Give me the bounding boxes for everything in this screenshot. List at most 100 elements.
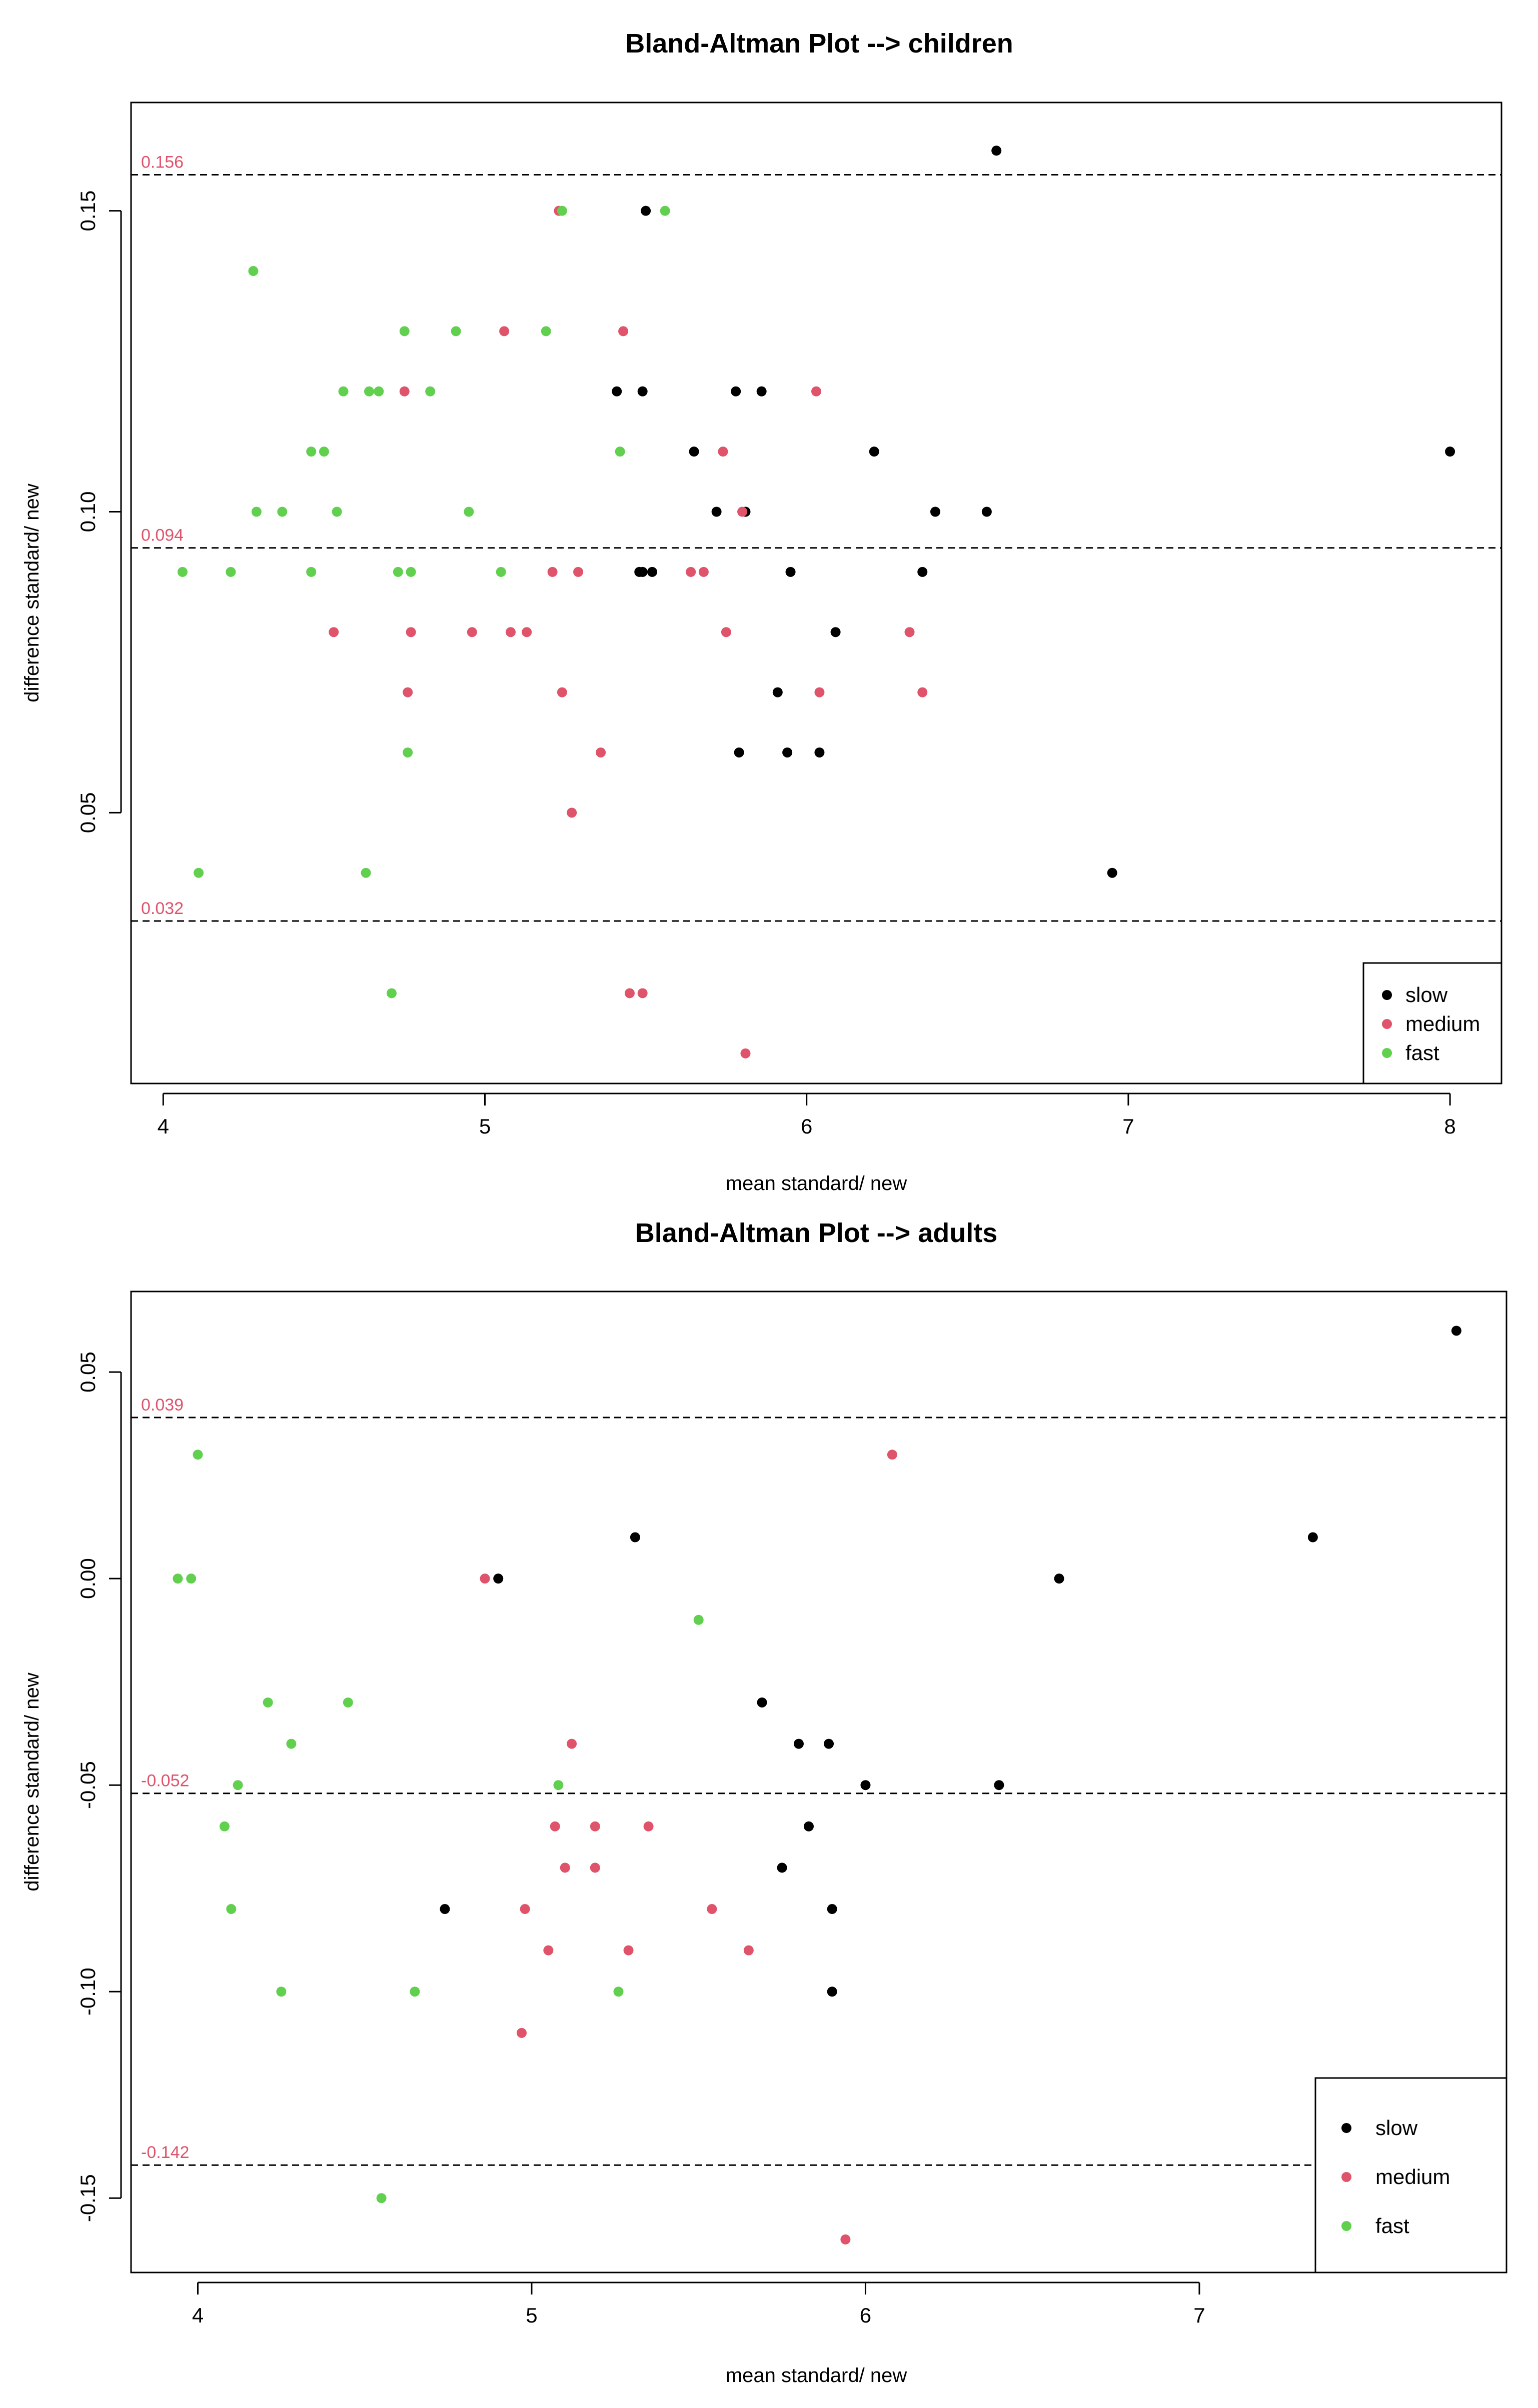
data-point-medium — [543, 1945, 554, 1956]
data-point-medium — [904, 627, 915, 638]
data-point-fast — [277, 506, 288, 517]
data-point-slow — [630, 1532, 640, 1542]
data-point-medium — [737, 506, 748, 517]
data-point-fast — [194, 868, 204, 878]
data-point-medium — [560, 1862, 570, 1873]
data-point-fast — [399, 326, 410, 336]
data-point-slow — [917, 566, 928, 577]
data-point-medium — [718, 446, 728, 457]
data-point-medium — [520, 1904, 530, 1914]
data-point-fast — [410, 1986, 420, 1997]
data-point-medium — [406, 627, 416, 638]
data-points — [173, 1326, 1461, 2244]
data-point-fast — [173, 1574, 183, 1584]
data-point-fast — [251, 506, 262, 517]
legend: slow medium fast — [1314, 2077, 1507, 2274]
data-point-medium — [618, 326, 629, 336]
data-point-slow — [830, 627, 841, 638]
chart-title: Bland-Altman Plot --> adults — [635, 1218, 998, 1248]
data-point-medium — [567, 1738, 577, 1749]
x-tick-label: 4 — [158, 1114, 169, 1138]
x-tick-label: 6 — [801, 1114, 812, 1138]
data-point-fast — [496, 566, 506, 577]
data-point-fast — [219, 1821, 230, 1832]
data-point-fast — [693, 1614, 704, 1625]
x-tick-label: 4 — [192, 2304, 204, 2327]
x-tick-label: 7 — [1193, 2304, 1205, 2327]
data-point-medium — [499, 326, 510, 336]
data-point-slow — [777, 1862, 787, 1873]
legend-label-fast: fast — [1405, 1041, 1439, 1064]
data-point-slow — [731, 386, 741, 396]
data-point-medium — [643, 1821, 654, 1832]
data-point-slow — [785, 566, 796, 577]
plot-frame — [130, 1290, 1507, 2274]
data-point-medium — [887, 1450, 897, 1460]
y-tick-label: 0.10 — [76, 492, 100, 532]
data-point-fast — [451, 326, 461, 336]
data-point-medium — [624, 988, 635, 998]
y-tick-label: 0.05 — [76, 792, 100, 833]
data-point-slow — [757, 1697, 767, 1708]
data-point-medium — [547, 566, 558, 577]
data-point-slow — [1107, 868, 1117, 878]
data-point-medium — [917, 687, 928, 698]
x-tick-label: 6 — [860, 2304, 871, 2327]
data-point-fast — [306, 446, 317, 457]
data-point-slow — [1445, 446, 1455, 457]
reference-line-label: -0.052 — [141, 1772, 189, 1790]
data-point-fast — [403, 747, 413, 758]
reference-line-label: -0.142 — [141, 2143, 189, 2162]
data-point-medium — [403, 687, 413, 698]
data-point-slow — [994, 1780, 1004, 1790]
data-point-fast — [406, 566, 416, 577]
data-point-medium — [467, 627, 477, 638]
data-point-fast — [248, 266, 259, 276]
data-point-slow — [824, 1738, 834, 1749]
data-point-fast — [425, 386, 436, 396]
x-axis: 4 5 6 7 — [192, 2282, 1205, 2327]
data-point-slow — [860, 1780, 871, 1790]
y-tick-label: -0.05 — [76, 1761, 100, 1809]
data-point-medium — [590, 1821, 600, 1832]
data-point-slow — [612, 386, 622, 396]
legend-marker-fast — [1382, 1048, 1392, 1058]
data-point-fast — [613, 1986, 624, 1997]
reference-lines: 0.039 -0.052 -0.142 — [131, 1396, 1506, 2166]
data-point-medium — [480, 1574, 490, 1584]
legend: slow medium fast — [1362, 962, 1502, 1084]
data-point-slow — [981, 506, 992, 517]
data-point-fast — [286, 1738, 297, 1749]
data-point-fast — [276, 1986, 287, 1997]
children-chart: Bland-Altman Plot --> children 4 5 6 7 8 0.0… — [21, 28, 1502, 1194]
data-point-slow — [637, 566, 648, 577]
data-point-slow — [793, 1738, 804, 1749]
data-point-medium — [399, 386, 410, 396]
data-point-fast — [186, 1574, 197, 1584]
data-point-fast — [332, 506, 342, 517]
data-point-slow — [827, 1904, 837, 1914]
y-axis-label: difference standard/ new — [21, 1672, 43, 1891]
data-point-medium — [567, 808, 577, 818]
reference-line-label: 0.032 — [141, 899, 184, 918]
data-point-medium — [698, 566, 709, 577]
data-point-fast — [541, 326, 551, 336]
data-point-medium — [840, 2234, 851, 2244]
data-point-medium — [814, 687, 825, 698]
x-axis-label: mean standard/ new — [726, 2364, 907, 2386]
data-point-medium — [516, 2028, 527, 2038]
data-point-fast — [343, 1697, 353, 1708]
data-point-slow — [930, 506, 940, 517]
y-tick-label: 0.00 — [76, 1558, 100, 1599]
legend-marker-medium — [1341, 2172, 1351, 2182]
data-point-slow — [772, 687, 783, 698]
x-axis: 4 5 6 7 8 — [158, 1092, 1456, 1138]
data-point-slow — [1307, 1532, 1318, 1542]
data-point-slow — [689, 446, 699, 457]
data-point-fast — [464, 506, 474, 517]
data-point-fast — [557, 206, 567, 216]
data-point-fast — [364, 386, 374, 396]
legend-label-slow: slow — [1405, 983, 1448, 1006]
